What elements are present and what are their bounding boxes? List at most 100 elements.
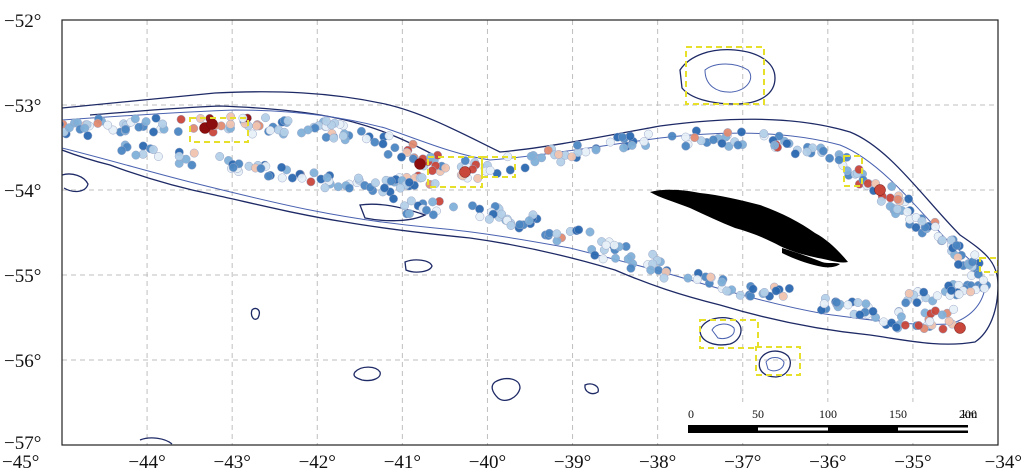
- survey-point: [554, 150, 564, 159]
- contour-isolated-7: [62, 173, 89, 193]
- contour-isolated-9: [250, 307, 260, 320]
- survey-point: [322, 173, 332, 183]
- survey-point: [449, 202, 458, 212]
- survey-point: [605, 137, 615, 147]
- highlight-box-east-1: [843, 155, 863, 187]
- survey-point: [735, 290, 745, 300]
- survey-point: [329, 133, 339, 143]
- survey-point: [648, 249, 658, 259]
- survey-point: [914, 321, 924, 330]
- longitude-tick-label: −36°: [809, 452, 846, 473]
- survey-point: [782, 139, 792, 149]
- scale-bar-segment-light: [898, 427, 968, 431]
- survey-point: [581, 147, 591, 157]
- survey-point: [611, 253, 620, 263]
- survey-point: [966, 287, 976, 297]
- survey-point: [911, 223, 921, 232]
- survey-point: [149, 127, 158, 137]
- contour-isolated-1: [699, 317, 742, 346]
- inner-contour-east-ring: [704, 63, 752, 93]
- longitude-tick-label: −35°: [894, 452, 931, 473]
- south-georgia-island-tail: [782, 248, 840, 268]
- survey-point: [949, 304, 959, 314]
- contour-isolated-3: [353, 366, 381, 382]
- survey-point: [475, 212, 485, 222]
- longitude-tick-label: −43°: [214, 452, 251, 473]
- highlight-box-central-2: [481, 156, 516, 178]
- survey-point: [552, 229, 562, 239]
- south-georgia-island: [650, 189, 848, 263]
- survey-point: [422, 205, 431, 215]
- survey-point: [117, 146, 127, 156]
- survey-point: [802, 147, 812, 157]
- survey-point: [973, 269, 983, 279]
- survey-point: [625, 131, 635, 141]
- survey-point: [261, 113, 270, 123]
- survey-point: [912, 298, 922, 308]
- survey-point: [306, 177, 316, 187]
- latitude-tick-label: −52°: [4, 11, 41, 32]
- survey-point: [708, 135, 718, 145]
- survey-point: [370, 178, 380, 188]
- survey-point: [380, 183, 389, 193]
- survey-point: [383, 149, 393, 159]
- survey-point: [722, 286, 732, 296]
- survey-point: [226, 119, 235, 129]
- survey-point: [938, 324, 948, 334]
- shelf-contour-main: [62, 91, 998, 345]
- survey-point: [228, 163, 238, 172]
- survey-point: [925, 317, 935, 326]
- scale-bar-tick-label: 0: [688, 407, 694, 421]
- survey-point: [303, 125, 313, 135]
- survey-point: [609, 240, 619, 250]
- survey-point: [932, 291, 942, 301]
- survey-point: [537, 153, 547, 163]
- inner-contour-main: [62, 109, 986, 325]
- survey-point: [919, 287, 929, 297]
- survey-point: [861, 299, 871, 309]
- survey-point: [832, 298, 842, 307]
- survey-point: [759, 129, 769, 139]
- survey-point: [174, 151, 184, 161]
- survey-point: [771, 286, 781, 296]
- survey-point: [681, 132, 691, 142]
- highlight-box-east-2: [979, 257, 998, 273]
- survey-point: [428, 197, 438, 207]
- survey-point: [978, 275, 988, 285]
- survey-point: [395, 183, 405, 193]
- survey-point: [946, 286, 956, 295]
- latitude-tick-label: −55°: [4, 266, 41, 287]
- survey-point: [572, 140, 582, 150]
- survey-point: [386, 176, 396, 186]
- survey-point: [297, 173, 307, 183]
- survey-point: [863, 179, 873, 188]
- longitude-tick-label: −38°: [639, 452, 676, 473]
- survey-point: [774, 131, 784, 141]
- survey-point: [937, 235, 947, 245]
- scale-bar-segment-light: [758, 427, 828, 431]
- latitude-tick-label: −56°: [4, 351, 41, 372]
- highlight-box-south-1: [699, 319, 759, 349]
- highlight-boxes: [189, 46, 998, 376]
- contour-isolated-5: [404, 259, 433, 273]
- survey-point: [954, 289, 964, 299]
- survey-point: [417, 173, 427, 183]
- survey-point: [737, 127, 746, 137]
- survey-point: [904, 194, 914, 204]
- survey-point: [748, 284, 758, 294]
- survey-point: [356, 126, 366, 136]
- survey-point: [543, 145, 553, 155]
- survey-point: [189, 148, 199, 158]
- survey-point: [879, 317, 889, 327]
- survey-point: [601, 240, 611, 250]
- survey-point: [247, 129, 257, 139]
- survey-point: [93, 118, 103, 128]
- survey-point: [277, 173, 287, 183]
- survey-point: [659, 273, 669, 283]
- survey-point: [321, 132, 331, 142]
- survey-point: [667, 131, 677, 141]
- survey-point: [574, 225, 584, 235]
- survey-point: [384, 131, 394, 141]
